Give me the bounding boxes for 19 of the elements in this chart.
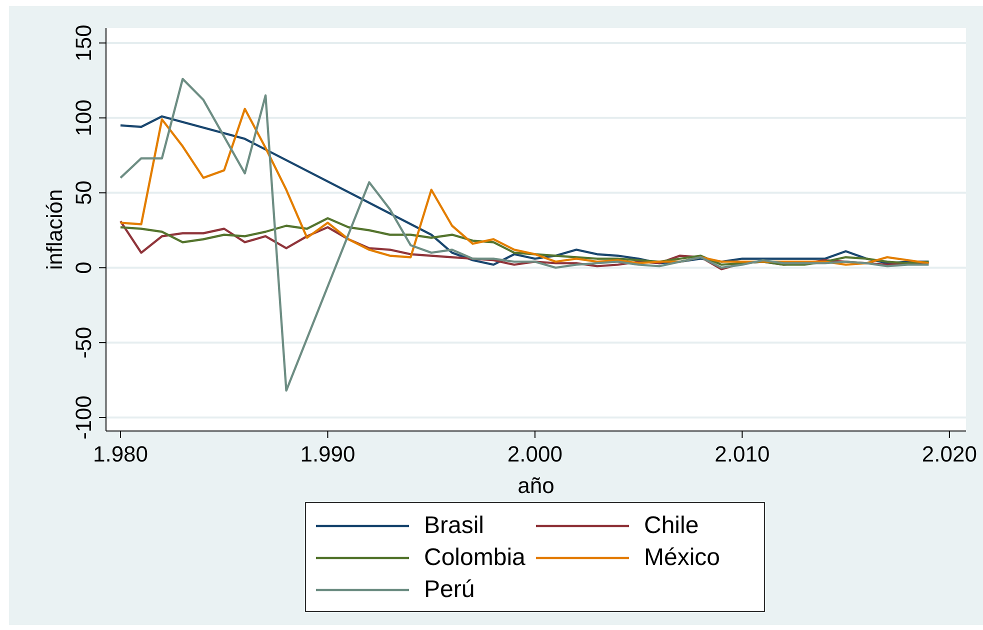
y-tick-label: 150 [71,24,96,62]
legend-label: Perú [424,576,475,604]
legend-label: Chile [644,512,699,540]
x-tick-label: 2.000 [507,442,562,467]
x-axis-title: año [518,473,554,498]
x-tick-label: 2.020 [922,442,977,467]
line-series [119,78,930,392]
x-tick-label: 1.980 [92,442,148,467]
y-axis-title: inflación [42,189,67,270]
y-tick-label: 0 [71,262,96,274]
y-tick-label: -100 [71,395,96,440]
y-tick-label: -50 [71,326,96,359]
y-tick-label: 100 [71,100,96,136]
legend-label: México [644,544,720,572]
legend-label: Colombia [424,544,526,572]
y-tick-label: 50 [71,180,96,206]
legend-label: Brasil [424,512,484,540]
x-tick-label: 2.010 [714,442,770,467]
x-tick-label: 1.990 [300,442,356,467]
